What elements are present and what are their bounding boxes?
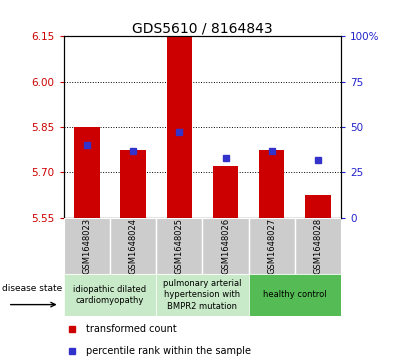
Text: percentile rank within the sample: percentile rank within the sample [86, 346, 251, 356]
Text: GSM1648024: GSM1648024 [129, 218, 138, 274]
Bar [156, 274, 249, 316]
Text: transformed count: transformed count [86, 324, 177, 334]
Bar [259, 150, 284, 218]
Text: disease state: disease state [2, 284, 62, 293]
Text: GSM1648026: GSM1648026 [221, 218, 230, 274]
Bar [249, 218, 295, 274]
Bar [213, 166, 238, 218]
Bar [120, 150, 146, 218]
Bar [249, 274, 341, 316]
Text: GSM1648023: GSM1648023 [82, 218, 91, 274]
Bar [156, 218, 203, 274]
Bar [64, 274, 156, 316]
Title: GDS5610 / 8164843: GDS5610 / 8164843 [132, 21, 273, 35]
Text: GSM1648027: GSM1648027 [267, 218, 276, 274]
Text: GSM1648028: GSM1648028 [314, 218, 323, 274]
Text: idiopathic dilated
cardiomyopathy: idiopathic dilated cardiomyopathy [74, 285, 146, 305]
Bar [110, 218, 156, 274]
Bar [203, 218, 249, 274]
Bar [166, 37, 192, 218]
Text: healthy control: healthy control [263, 290, 327, 299]
Text: pulmonary arterial
hypertension with
BMPR2 mutation: pulmonary arterial hypertension with BMP… [163, 280, 242, 310]
Bar [64, 218, 110, 274]
Text: GSM1648025: GSM1648025 [175, 218, 184, 274]
Bar [295, 218, 341, 274]
Bar [305, 195, 331, 218]
Bar [74, 127, 99, 218]
